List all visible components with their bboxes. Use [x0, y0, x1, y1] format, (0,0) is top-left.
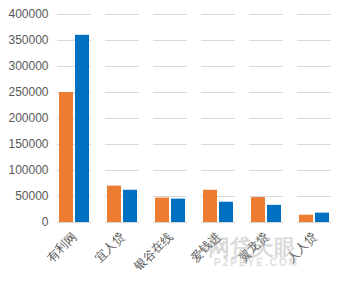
- svg-text:300000: 300000: [8, 59, 48, 73]
- svg-text:50000: 50000: [15, 189, 49, 203]
- svg-text:250000: 250000: [8, 85, 48, 99]
- svg-text:100000: 100000: [8, 163, 48, 177]
- svg-text:400000: 400000: [8, 7, 48, 21]
- svg-text:0: 0: [42, 215, 49, 229]
- svg-text:200000: 200000: [8, 111, 48, 125]
- svg-text:人人贷: 人人贷: [284, 229, 319, 264]
- svg-text:爱钱进: 爱钱进: [188, 229, 223, 264]
- svg-text:350000: 350000: [8, 33, 48, 47]
- svg-text:150000: 150000: [8, 137, 48, 151]
- svg-text:翼龙贷: 翼龙贷: [236, 229, 271, 264]
- svg-text:宜人贷: 宜人贷: [92, 229, 127, 264]
- svg-text:有利网: 有利网: [44, 229, 79, 264]
- svg-text:银谷在线: 银谷在线: [131, 229, 176, 274]
